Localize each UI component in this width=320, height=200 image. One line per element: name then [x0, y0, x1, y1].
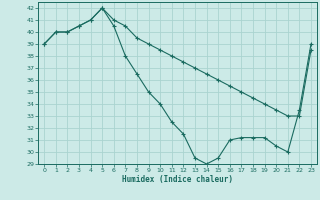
X-axis label: Humidex (Indice chaleur): Humidex (Indice chaleur): [122, 175, 233, 184]
